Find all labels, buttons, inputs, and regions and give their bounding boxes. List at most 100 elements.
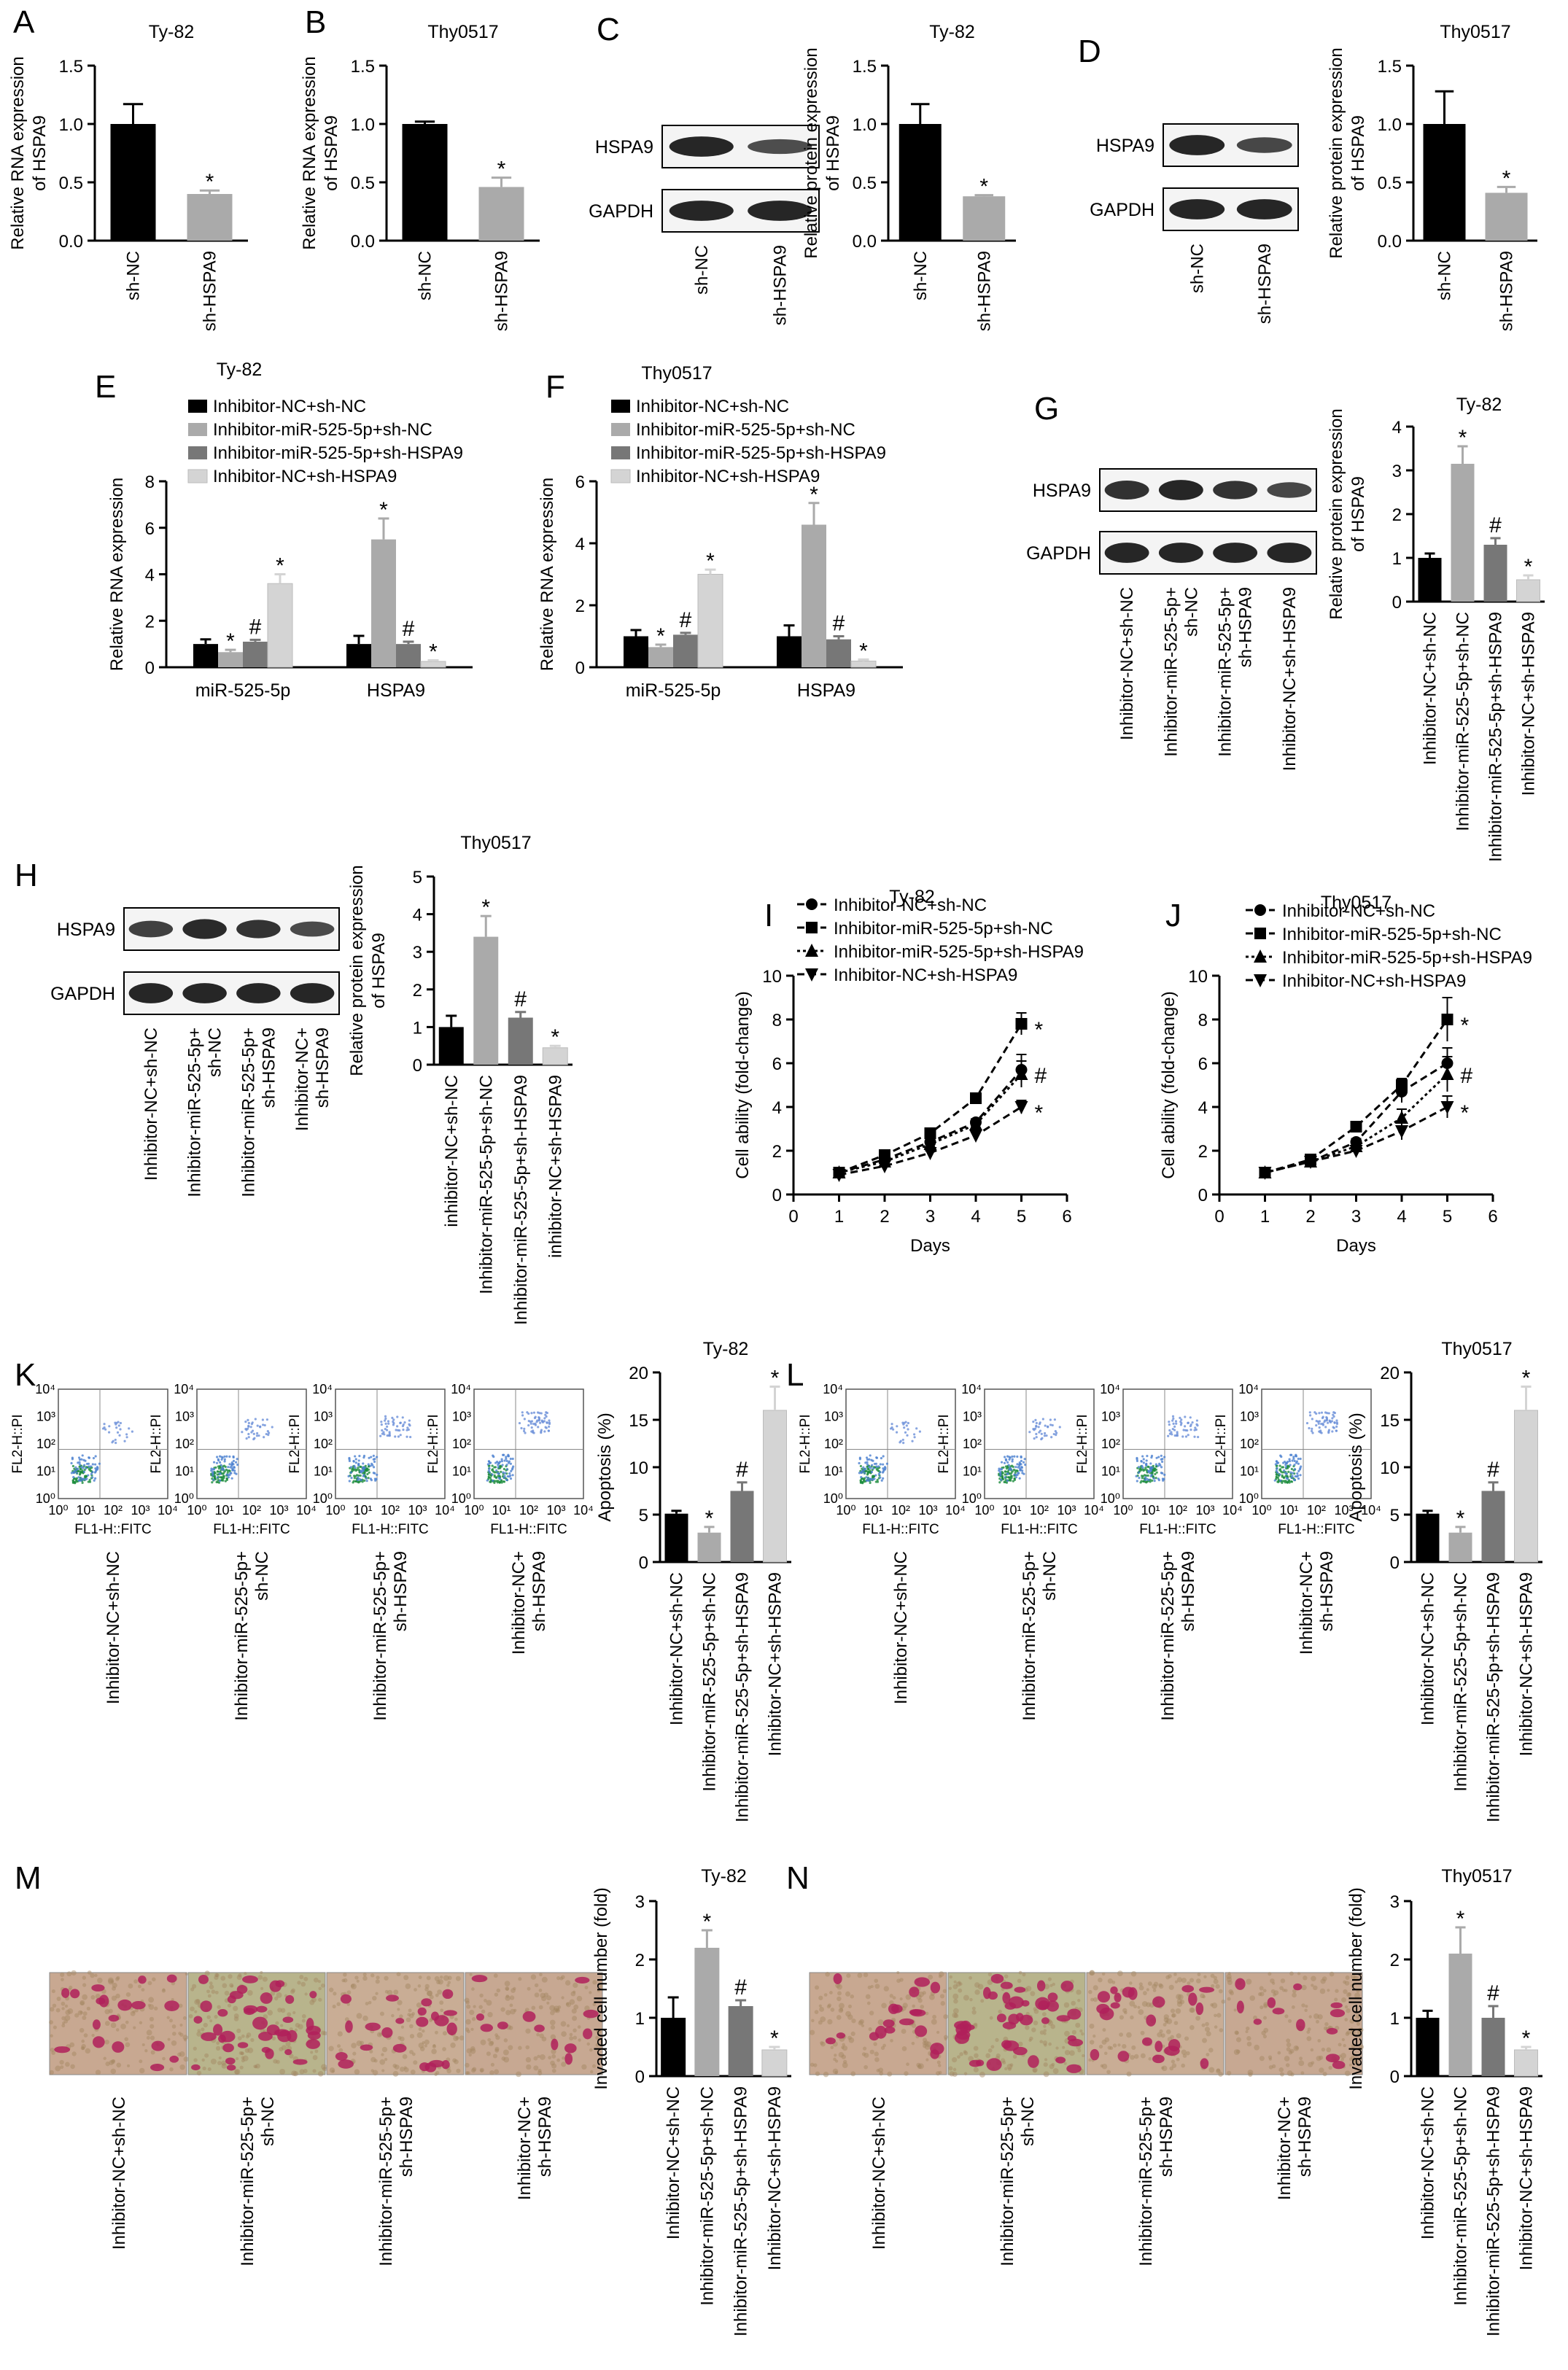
membrane-pore bbox=[299, 2069, 305, 2075]
membrane-pore bbox=[938, 2064, 942, 2067]
membrane-pore bbox=[247, 2047, 254, 2054]
membrane-pore bbox=[233, 2013, 239, 2019]
flow-event-dot bbox=[1153, 1480, 1156, 1483]
flow-event-dot bbox=[540, 1429, 543, 1431]
membrane-pore bbox=[402, 2054, 408, 2059]
significance-mark: * bbox=[551, 1025, 559, 1049]
flow-event-dot bbox=[487, 1475, 490, 1478]
membrane-pore bbox=[918, 1991, 924, 1997]
flow-event-dot bbox=[1189, 1423, 1192, 1426]
significance-mark: * bbox=[1456, 1907, 1465, 1931]
flow-event-dot bbox=[210, 1467, 213, 1470]
membrane-pore bbox=[291, 1988, 296, 1993]
membrane-pore bbox=[533, 2065, 539, 2071]
flow-event-dot bbox=[860, 1475, 863, 1479]
flow-x-tick-label: 10² bbox=[1307, 1503, 1326, 1518]
membrane-pore bbox=[370, 2069, 374, 2072]
flow-event-dot bbox=[392, 1420, 395, 1423]
invaded-cell bbox=[1253, 2019, 1262, 2025]
membrane-pore bbox=[1050, 2024, 1055, 2029]
invaded-cell bbox=[954, 2032, 970, 2044]
membrane-pore bbox=[869, 2049, 874, 2055]
invaded-cell bbox=[446, 2022, 457, 2036]
membrane-pore bbox=[531, 2005, 536, 2010]
membrane-pore bbox=[273, 2059, 278, 2064]
flow-event-dot bbox=[236, 1458, 238, 1461]
membrane-pore bbox=[577, 2025, 581, 2029]
membrane-pore bbox=[230, 1984, 234, 1988]
invaded-cell bbox=[874, 2025, 887, 2039]
flow-event-dot bbox=[263, 1423, 266, 1427]
chart-title: Ty-82 bbox=[703, 1339, 749, 1359]
membrane-pore bbox=[1233, 2049, 1240, 2055]
invaded-cell bbox=[275, 1980, 285, 1988]
flow-event-dot bbox=[882, 1477, 885, 1480]
flow-event-dot bbox=[548, 1425, 551, 1429]
significance-mark: # bbox=[680, 608, 692, 632]
invaded-cell bbox=[340, 1994, 352, 2004]
flow-event-dot bbox=[1151, 1466, 1154, 1469]
membrane-pore bbox=[847, 2014, 853, 2020]
membrane-pore bbox=[116, 1975, 120, 1980]
y-tick-label: 4 bbox=[575, 535, 585, 554]
membrane-pore bbox=[79, 2010, 83, 2014]
flow-event-dot bbox=[998, 1481, 1001, 1484]
membrane-pore bbox=[1219, 2028, 1224, 2032]
bar bbox=[187, 194, 233, 241]
invaded-cell bbox=[392, 2043, 407, 2053]
flow-event-dot bbox=[509, 1457, 512, 1461]
flow-x-tick-label: 10⁰ bbox=[1113, 1503, 1133, 1518]
flow-y-tick-label: 10² bbox=[175, 1437, 194, 1451]
x-category-label: Inhibitor-NC+sh-NC bbox=[664, 2086, 683, 2239]
membrane-pore bbox=[595, 2035, 599, 2040]
x-tick-label: 0 bbox=[788, 1207, 798, 1227]
significance-mark: # bbox=[734, 1975, 747, 2000]
membrane-pore bbox=[74, 2013, 79, 2018]
flow-event-dot bbox=[247, 1427, 249, 1430]
membrane-pore bbox=[221, 2063, 228, 2069]
membrane-pore bbox=[584, 2005, 590, 2011]
bar bbox=[1516, 579, 1540, 602]
flow-condition-label: Inhibitor-miR-525-5p+ bbox=[370, 1551, 390, 1721]
flow-event-dot bbox=[250, 1431, 253, 1434]
membrane-pore bbox=[1321, 1976, 1327, 1981]
membrane-pore bbox=[1165, 1975, 1171, 1980]
membrane-pore bbox=[350, 1984, 357, 1989]
flow-event-dot bbox=[271, 1426, 273, 1429]
invaded-cell bbox=[61, 1988, 70, 1998]
membrane-pore bbox=[274, 1996, 279, 2001]
membrane-pore bbox=[959, 2052, 963, 2056]
membrane-pore bbox=[1298, 2060, 1305, 2067]
membrane-pore bbox=[66, 1971, 72, 1977]
membrane-pore bbox=[841, 2054, 847, 2059]
flow-event-dot bbox=[125, 1433, 128, 1436]
flow-y-axis-label: FL2-H::PI bbox=[149, 1414, 164, 1473]
flow-y-tick-label: 10¹ bbox=[1101, 1464, 1120, 1479]
panel-letter-a: A bbox=[13, 4, 35, 40]
membrane-pore bbox=[167, 2037, 171, 2041]
membrane-pore bbox=[1208, 2048, 1214, 2053]
membrane-pore bbox=[592, 2002, 597, 2007]
flow-event-dot bbox=[79, 1477, 82, 1480]
membrane-pore bbox=[509, 2003, 513, 2008]
membrane-pore bbox=[409, 2024, 414, 2029]
membrane-pore bbox=[546, 1995, 552, 2001]
membrane-pore bbox=[1259, 2056, 1265, 2062]
membrane-pore bbox=[1245, 2029, 1249, 2034]
membrane-pore bbox=[987, 2048, 993, 2053]
membrane-pore bbox=[370, 2056, 376, 2063]
flow-event-dot bbox=[509, 1477, 513, 1480]
membrane-pore bbox=[1104, 2037, 1110, 2043]
membrane-pore bbox=[50, 2007, 55, 2012]
membrane-pore bbox=[838, 2002, 845, 2009]
micrograph-condition-label: Inhibitor-NC+ bbox=[1275, 2097, 1295, 2200]
membrane-pore bbox=[1133, 2054, 1139, 2059]
membrane-pore bbox=[952, 2008, 959, 2014]
membrane-pore bbox=[530, 1974, 537, 1980]
membrane-pore bbox=[384, 1989, 389, 1994]
membrane-pore bbox=[435, 2070, 440, 2075]
flow-event-dot bbox=[522, 1429, 526, 1433]
panel-letter-m: M bbox=[15, 1860, 42, 1896]
